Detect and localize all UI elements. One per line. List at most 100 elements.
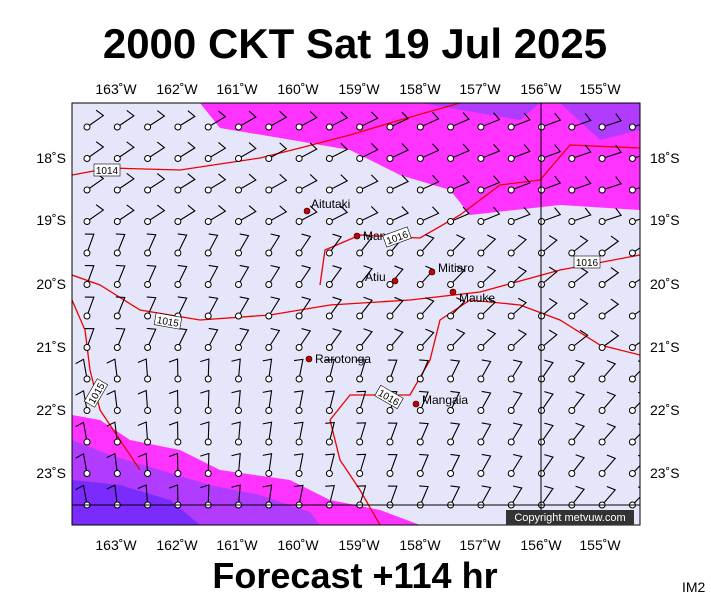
wind-station <box>568 186 576 194</box>
wind-barb <box>238 110 257 128</box>
wind-station <box>598 344 606 351</box>
wind-station <box>477 281 485 288</box>
wind-station <box>295 123 303 131</box>
isobar-label: 1015 <box>156 315 180 330</box>
wind-station <box>235 186 242 194</box>
wind-barb <box>419 453 429 474</box>
wind-barb <box>231 421 241 443</box>
lon-label: 163˚W <box>95 81 137 97</box>
wind-barb <box>480 422 492 443</box>
wind-barb <box>632 486 640 506</box>
wind-barb <box>601 423 617 443</box>
wind-barb <box>389 174 410 191</box>
wind-barb <box>200 389 210 411</box>
wind-station <box>83 344 91 351</box>
copyright-box <box>506 510 634 525</box>
isobar-label-box <box>93 163 121 177</box>
wind-barb <box>262 484 273 506</box>
lat-label: 18˚S <box>36 150 66 166</box>
wind-barb <box>450 422 461 443</box>
wind-station <box>325 281 333 288</box>
wind-station <box>447 155 455 162</box>
wind-station <box>507 438 515 446</box>
wind-station <box>204 470 212 477</box>
wind-barb <box>86 141 105 159</box>
wind-barb <box>147 141 166 159</box>
wind-barb <box>359 233 373 254</box>
wind-station <box>204 281 212 288</box>
wind-station <box>325 218 333 225</box>
wind-barb <box>359 111 379 128</box>
wind-barb <box>571 176 592 191</box>
wind-barb <box>298 233 312 254</box>
wind-barb <box>200 484 210 506</box>
wind-barb <box>137 358 149 380</box>
wind-station <box>113 218 121 225</box>
wind-station <box>386 344 394 351</box>
wind-barb <box>268 173 288 191</box>
wind-station <box>174 438 182 446</box>
wind-station <box>568 155 576 162</box>
wind-barb <box>510 266 528 285</box>
wind-barb <box>207 110 227 128</box>
copyright: Copyright metvuw.com <box>514 512 625 524</box>
wind-station <box>144 312 152 320</box>
wind-barb <box>632 423 640 443</box>
isobar-label-box <box>153 312 183 330</box>
wind-station <box>235 438 242 446</box>
wind-barb <box>480 266 497 285</box>
wind-station <box>265 344 273 351</box>
wind-barb <box>106 389 118 411</box>
wind-station <box>204 186 212 194</box>
wind-station <box>174 186 182 194</box>
wind-station <box>83 281 91 288</box>
wind-station <box>568 470 576 477</box>
wind-barb <box>231 358 241 380</box>
wind-barb <box>75 452 88 474</box>
wind-barb <box>510 329 528 348</box>
wind-barb <box>268 296 281 317</box>
lon-label: 158˚W <box>399 81 441 97</box>
wind-barb <box>238 205 257 222</box>
wind-station <box>416 186 424 194</box>
wind-station <box>235 407 242 414</box>
lon-label: 159˚W <box>338 537 380 553</box>
wind-barb <box>450 328 466 348</box>
wind-barb <box>293 453 304 474</box>
wind-station <box>325 407 333 414</box>
wind-barb <box>262 390 273 411</box>
image-id: IM2 <box>682 579 706 595</box>
wind-station <box>83 155 91 162</box>
wind-barb <box>75 358 88 380</box>
wind-barb <box>168 358 179 380</box>
wind-barb <box>632 187 640 191</box>
wind-station <box>113 375 121 383</box>
wind-barb <box>262 421 273 443</box>
isobars <box>72 103 640 525</box>
wind-barb <box>359 174 379 191</box>
wind-barb <box>293 484 304 506</box>
wind-barb <box>137 484 149 506</box>
wind-station <box>265 438 273 446</box>
wind-station <box>416 123 424 131</box>
wind-station <box>416 344 424 351</box>
wind-barb <box>571 113 592 128</box>
wind-barb <box>147 204 166 222</box>
lon-label: 155˚W <box>579 537 621 553</box>
wind-barb <box>510 297 528 317</box>
wind-station <box>356 218 364 225</box>
lon-label: 157˚W <box>459 537 501 553</box>
wind-station <box>447 249 455 257</box>
wind-station <box>447 470 455 477</box>
wind-station <box>507 344 515 351</box>
wind-station <box>204 375 212 383</box>
wind-barb <box>419 390 429 411</box>
place-dot <box>391 277 399 285</box>
wind-station <box>356 249 364 257</box>
wind-barb <box>387 422 398 443</box>
wind-barb <box>632 247 640 254</box>
wind-barb <box>359 296 373 317</box>
lon-label: 158˚W <box>399 537 441 553</box>
wind-barb <box>541 422 554 443</box>
lat-label: 21˚S <box>36 339 66 355</box>
